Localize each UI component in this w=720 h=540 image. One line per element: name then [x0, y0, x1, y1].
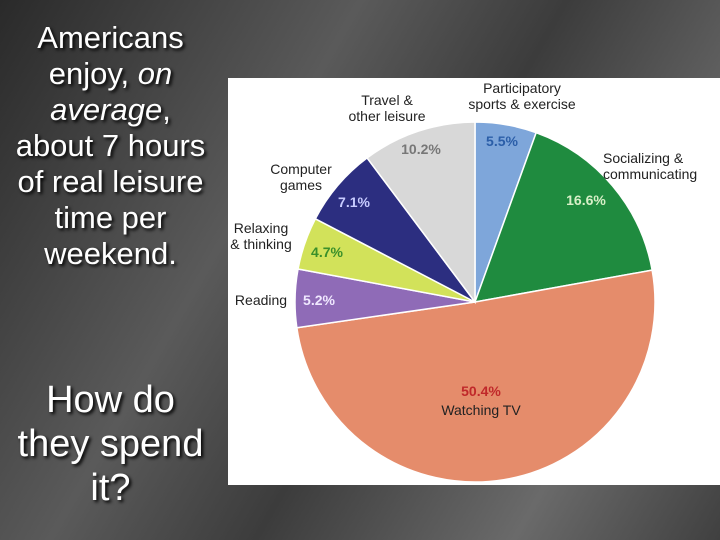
- value-label: 7.1%: [338, 194, 370, 210]
- text-part: Americans enjoy,: [37, 20, 184, 91]
- text-part: on average: [50, 56, 173, 127]
- value-label: 16.6%: [566, 192, 606, 208]
- pie: [294, 121, 656, 483]
- slice-label: Reading: [234, 292, 288, 308]
- chart: Participatory sports & exercise 5.5% Socia…: [228, 78, 720, 485]
- pie-slice: [473, 131, 654, 303]
- slice-label: Socializing & communicating: [603, 150, 698, 182]
- value-label: 10.2%: [401, 141, 441, 157]
- slice-label: Computer games: [270, 161, 332, 193]
- slice-label: Travel & other leisure: [348, 92, 426, 124]
- value-label: 5.5%: [486, 133, 518, 149]
- question: How do they spend it?: [17, 379, 204, 509]
- pie-slice: [366, 121, 476, 305]
- value-label: 4.7%: [311, 244, 343, 260]
- slice-label: Watching TV: [441, 402, 521, 418]
- slide-text: Americans enjoy, on average, about 7 hou…: [8, 20, 213, 272]
- value-label: 5.2%: [303, 292, 335, 308]
- value-label: 50.4%: [461, 383, 501, 399]
- pie-slice: [295, 269, 656, 483]
- slice-label: Relaxing & thinking: [230, 220, 292, 252]
- text-part: , about 7 hours of real leisure time per…: [15, 92, 206, 271]
- slice-label: Participatory sports & exercise: [468, 80, 576, 112]
